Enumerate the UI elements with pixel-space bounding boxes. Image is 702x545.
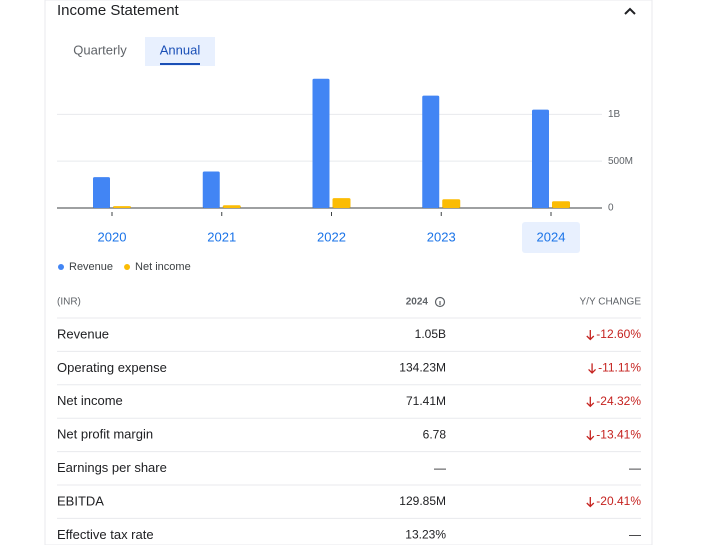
legend-dot [124,264,131,270]
row-label: EBITDA [57,493,104,508]
bar [332,198,351,208]
tab[interactable]: Quarterly [73,42,127,57]
card [44,0,653,545]
bar [113,206,131,208]
y-tick-label: 0 [608,203,614,214]
row-label: Revenue [57,326,109,341]
info-icon[interactable] [434,296,446,308]
row-change: -12.60% [596,327,641,341]
tab-underline [160,63,200,65]
section-title: Income Statement [57,2,180,19]
x-tick-label[interactable]: 2020 [98,229,127,244]
down-arrow [586,430,595,441]
row-value: 129.85M [399,494,446,508]
bar [312,78,330,208]
collapse-icon[interactable] [624,7,636,15]
bar [552,201,570,208]
row-change: -20.41% [596,494,641,508]
row-value: 134.23M [399,361,446,375]
row-label: Earnings per share [57,460,167,475]
row-change: — [629,528,641,542]
row-value: 1.05B [415,327,446,341]
row-label: Operating expense [57,360,167,375]
tab-selected-bg[interactable] [145,37,215,66]
legend-label: Net income [135,261,191,273]
y-tick-label: 500M [608,156,633,167]
table-header: (INR) [57,297,81,308]
legend-dot [58,264,64,270]
row-value: 71.41M [406,394,446,408]
row-label: Effective tax rate [57,527,154,542]
down-arrow [586,330,595,341]
legend-label: Revenue [69,261,113,273]
table-header: Y/Y CHANGE [580,297,642,308]
x-tick-label[interactable]: 2022 [317,229,346,244]
row-change: -13.41% [596,427,641,441]
row-change: -24.32% [596,394,641,408]
tab[interactable]: Annual [160,42,201,57]
x-tick-label[interactable]: 2021 [207,229,236,244]
down-arrow [588,363,597,374]
y-tick-label: 1B [608,109,621,120]
down-arrow [586,497,595,508]
selected-year-bg [522,222,580,253]
row-label: Net income [57,393,123,408]
bar [222,205,241,208]
bar [202,171,220,208]
row-value: 6.78 [423,427,447,441]
row-change: -11.11% [598,361,641,375]
row-value: 13.23% [405,528,446,542]
x-tick-label[interactable]: 2023 [427,229,456,244]
row-label: Net profit margin [57,427,153,442]
row-value: — [434,461,446,475]
bar [93,177,110,208]
down-arrow [586,396,595,408]
bar [532,109,549,208]
table-header: 2024 [406,297,429,308]
x-tick-label[interactable]: 2024 [537,229,566,244]
row-change: — [629,461,641,475]
bar [442,199,461,208]
bar [422,95,440,208]
